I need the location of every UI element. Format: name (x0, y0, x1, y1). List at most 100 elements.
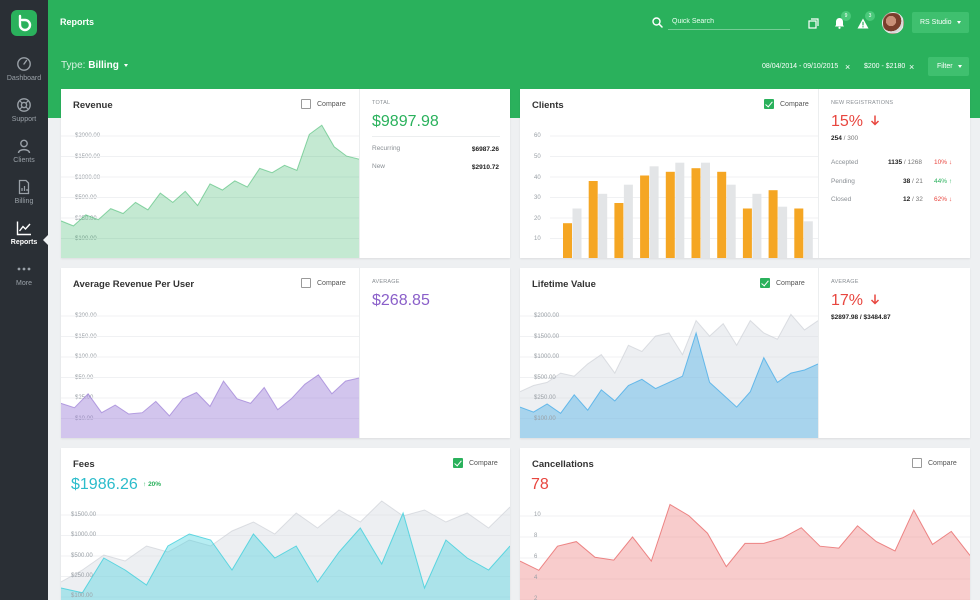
compare-toggle[interactable]: Compare (453, 458, 498, 468)
clear-price-range-button[interactable]: × (909, 62, 914, 72)
bar (778, 206, 788, 258)
compare-toggle[interactable]: Compare (912, 458, 957, 468)
average-pct: 17% (831, 292, 880, 310)
registrations-pct: 15% (831, 113, 880, 131)
cancellations-card: Cancellations Compare 78 10 8 6 4 2 (520, 448, 970, 600)
arpu-card: Average Revenue Per User Compare $200.00… (61, 268, 510, 438)
alerts-button[interactable]: 3 (857, 11, 875, 34)
bar (614, 203, 624, 258)
bell-icon (835, 18, 844, 29)
fees-line (61, 511, 510, 594)
fees-value: $1986.26 (71, 476, 138, 493)
compare-checkbox[interactable] (764, 99, 774, 109)
arrow-down-icon: ↓ (948, 159, 953, 166)
notifications-badge: 9 (841, 11, 851, 21)
bar (701, 162, 710, 258)
sidebar-item-clients[interactable]: Clients (0, 136, 48, 177)
notifications-button[interactable]: 9 (834, 11, 851, 34)
compare-label: Compare (317, 100, 346, 108)
avatar[interactable] (882, 12, 904, 34)
registrations-total: / 300 (843, 135, 859, 142)
row-value: 38 / 21 (903, 178, 923, 185)
revenue-area (61, 125, 359, 258)
fees-chart (61, 500, 510, 600)
y-tick-label: 10 (534, 236, 541, 242)
compare-toggle[interactable]: Compare (760, 278, 805, 288)
filter-button[interactable]: Filter (928, 57, 969, 76)
sidebar-item-support[interactable]: Support (0, 95, 48, 136)
copy-icon (808, 18, 819, 29)
compare-toggle[interactable]: Compare (764, 99, 809, 109)
row-label: Recurring (372, 145, 401, 152)
row-label: Accepted (831, 159, 859, 166)
clients-card: Clients Compare 60 50 40 30 20 10 NEW RE… (520, 89, 970, 258)
compare-label: Compare (469, 459, 498, 467)
total-value: $9897.98 (372, 113, 439, 130)
close-icon: × (845, 62, 851, 72)
compare-toggle[interactable]: Compare (301, 278, 346, 288)
fees-compare-line (61, 500, 510, 583)
revenue-card: Revenue Compare $2000.00 $1500.00 $1000.… (61, 89, 510, 258)
chevron-down-icon (956, 20, 961, 24)
y-tick-label: 60 (534, 133, 541, 139)
logo-icon (18, 14, 32, 32)
row-label: New (372, 163, 386, 170)
bar (572, 208, 582, 258)
ltv-area (520, 333, 818, 438)
search-input[interactable] (668, 14, 790, 30)
y-tick-label: 20 (534, 216, 541, 222)
y-tick-label: 6 (534, 554, 538, 560)
bar (691, 168, 701, 258)
compare-toggle[interactable]: Compare (301, 99, 346, 109)
sidebar-item-more[interactable]: More (0, 259, 48, 300)
page-title: Reports (60, 17, 95, 27)
sidebar-item-billing[interactable]: Billing (0, 177, 48, 218)
sidebar-item-dashboard[interactable]: Dashboard (0, 54, 48, 95)
compare-checkbox[interactable] (301, 99, 311, 109)
y-tick-label: 50 (534, 154, 541, 160)
registrations-pct-value: 15% (831, 113, 864, 130)
dashboard-icon (17, 57, 31, 71)
compare-checkbox[interactable] (760, 278, 770, 288)
fees-card: Fees Compare $1986.26 ↑ 20% $1500.00 $10… (61, 448, 510, 600)
report-type-value: Billing (88, 60, 119, 71)
bar (588, 181, 598, 258)
row-total: / 21 (912, 178, 923, 185)
date-range-chip[interactable]: 08/04/2014 - 09/10/2015 (762, 63, 839, 70)
app-logo[interactable] (11, 10, 37, 36)
price-range-chip[interactable]: $200 - $2180 (864, 63, 906, 70)
compare-checkbox[interactable] (453, 458, 463, 468)
arpu-line (61, 374, 359, 417)
y-tick-label: 2 (534, 596, 538, 600)
row-change-value: 44% (934, 178, 948, 185)
y-tick-label: $500.00 (534, 375, 556, 381)
studio-dropdown[interactable]: RS Studio (912, 12, 969, 33)
active-indicator (43, 235, 48, 245)
copy-button[interactable] (808, 16, 819, 34)
y-tick-label: 10 (534, 512, 541, 518)
arrow-down-icon (871, 115, 880, 126)
sidebar-item-reports[interactable]: Reports (0, 218, 48, 259)
filter-label: Filter (937, 63, 953, 70)
y-tick-label: $500.00 (71, 553, 93, 559)
bar (768, 190, 778, 258)
clear-date-range-button[interactable]: × (845, 62, 850, 72)
cancellations-value: 78 (531, 476, 549, 493)
clients-summary: NEW REGISTRATIONS 15% 254 / 300 Accepted… (818, 89, 970, 258)
bar (742, 208, 752, 258)
compare-checkbox[interactable] (301, 278, 311, 288)
revenue-summary: TOTAL $9897.98 Recurring $6987.26 New $2… (359, 89, 510, 258)
report-type-dropdown[interactable]: Type: Billing (61, 60, 128, 71)
y-tick-label: $250.00 (75, 216, 97, 222)
bar (563, 223, 572, 258)
sidebar-item-label: Clients (13, 157, 35, 164)
y-tick-label: $1500.00 (534, 334, 560, 340)
arrow-up-icon: ↑ (143, 481, 147, 488)
y-tick-label: $100.00 (71, 593, 93, 599)
y-tick-label: 40 (534, 175, 541, 181)
registrations-label: NEW REGISTRATIONS (831, 100, 894, 106)
compare-checkbox[interactable] (912, 458, 922, 468)
cancellations-chart (520, 503, 970, 600)
card-title: Cancellations (532, 459, 594, 470)
search-icon[interactable] (652, 17, 663, 28)
